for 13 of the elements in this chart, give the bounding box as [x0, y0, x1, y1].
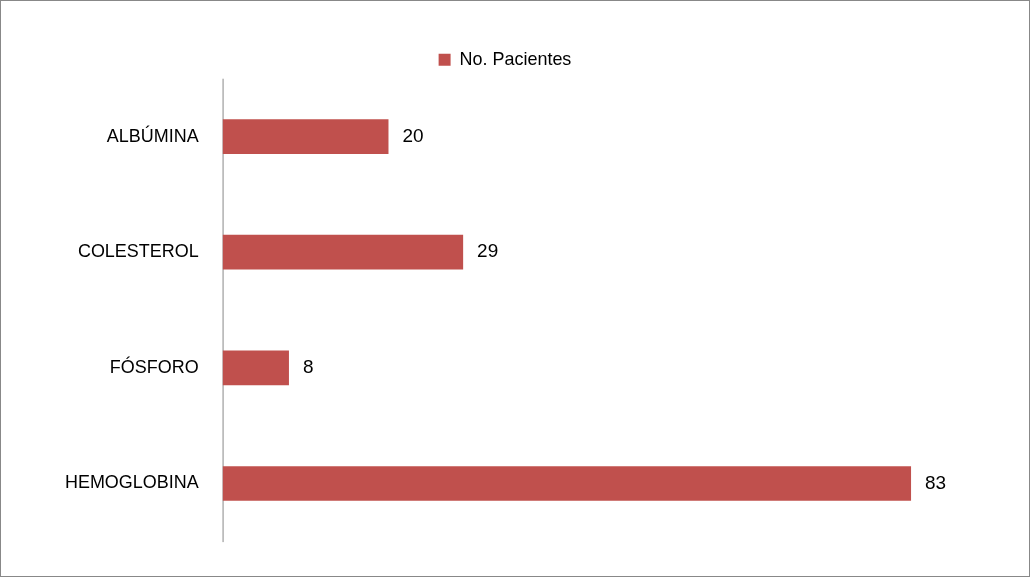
bar [222, 350, 289, 386]
bar [222, 234, 464, 270]
y-tick-label: COLESTEROL [77, 241, 199, 262]
data-label: 83 [925, 471, 947, 493]
bar [222, 119, 389, 154]
data-label: 20 [402, 124, 424, 146]
bar [222, 466, 912, 501]
legend-label: No. Pacientes [459, 48, 572, 69]
data-label: 29 [477, 240, 499, 262]
data-label: 8 [302, 356, 314, 378]
y-tick-label: ALBÚMINA [106, 124, 199, 146]
y-tick-label: FÓSFORO [109, 355, 199, 377]
y-tick-label: HEMOGLOBINA [64, 472, 199, 493]
